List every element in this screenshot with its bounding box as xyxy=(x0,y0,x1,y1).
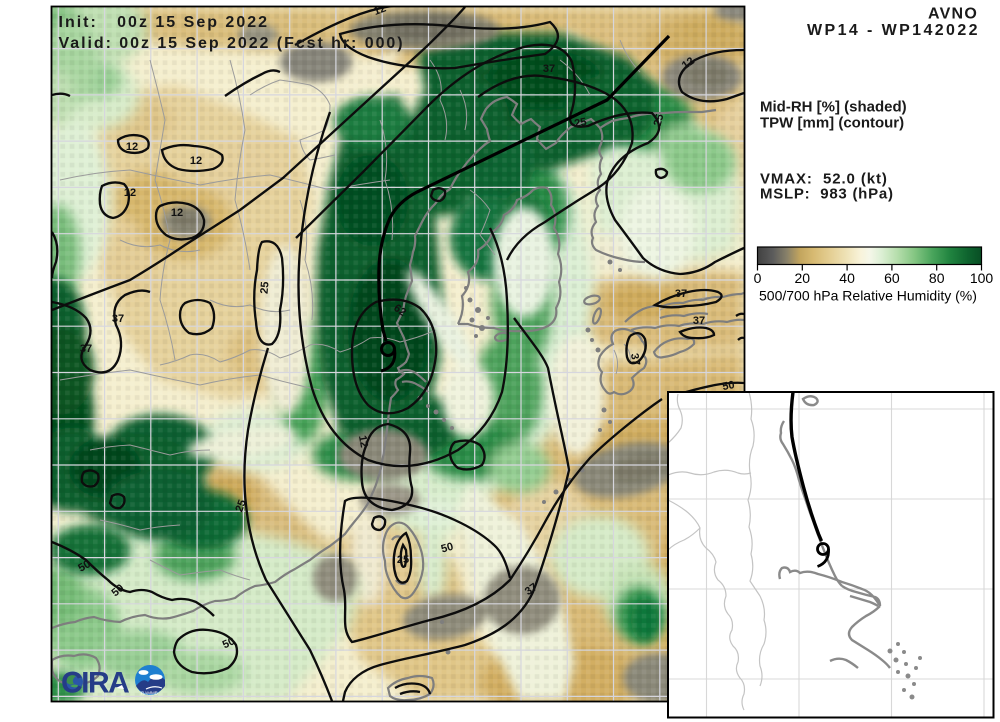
svg-text:WP14 - WP142022: WP14 - WP142022 xyxy=(807,22,980,39)
svg-text:25: 25 xyxy=(397,554,409,566)
svg-text:37: 37 xyxy=(523,581,540,598)
svg-text:50: 50 xyxy=(76,558,93,575)
svg-text:62: 62 xyxy=(391,302,408,319)
svg-text:25: 25 xyxy=(652,113,667,128)
svg-text:TPW [mm] (contour): TPW [mm] (contour) xyxy=(760,115,904,132)
svg-text:37: 37 xyxy=(80,343,92,355)
svg-text:12: 12 xyxy=(680,55,697,72)
svg-text:12: 12 xyxy=(356,434,370,448)
svg-text:50: 50 xyxy=(440,541,455,556)
svg-text:0: 0 xyxy=(754,270,762,286)
svg-text:Valid: 00z 15 Sep 2022 (Fcst h: Valid: 00z 15 Sep 2022 (Fcst hr: 000) xyxy=(59,35,405,52)
svg-text:12: 12 xyxy=(190,155,202,167)
svg-text:CIRA: CIRA xyxy=(61,667,129,700)
svg-text:RAMMB: RAMMB xyxy=(141,691,158,696)
svg-text:VMAX: 52.0 (kt): VMAX: 52.0 (kt) xyxy=(760,171,888,188)
svg-text:80: 80 xyxy=(929,270,945,286)
svg-text:12: 12 xyxy=(124,187,136,199)
svg-text:25: 25 xyxy=(233,498,248,514)
svg-text:37: 37 xyxy=(675,288,687,300)
svg-text:500/700 hPa Relative Humidity: 500/700 hPa Relative Humidity (%) xyxy=(759,288,977,304)
svg-text:37: 37 xyxy=(693,315,705,327)
svg-text:20: 20 xyxy=(795,270,811,286)
svg-text:MSLP: 983 (hPa): MSLP: 983 (hPa) xyxy=(760,186,894,203)
svg-text:12: 12 xyxy=(126,141,138,153)
svg-text:37: 37 xyxy=(543,63,555,75)
svg-text:60: 60 xyxy=(884,270,900,286)
svg-text:100: 100 xyxy=(970,270,994,286)
svg-text:37: 37 xyxy=(628,352,642,366)
svg-text:50: 50 xyxy=(221,635,237,651)
svg-text:Mid-RH [%] (shaded): Mid-RH [%] (shaded) xyxy=(760,99,907,116)
svg-text:Init: 00z 15 Sep 2022: Init: 00z 15 Sep 2022 xyxy=(59,14,270,31)
svg-text:AVNO: AVNO xyxy=(928,6,978,23)
svg-text:12: 12 xyxy=(372,2,388,17)
svg-text:50: 50 xyxy=(721,379,735,393)
svg-text:12: 12 xyxy=(171,207,183,219)
svg-text:40: 40 xyxy=(839,270,855,286)
svg-text:25: 25 xyxy=(573,116,587,130)
svg-text:37: 37 xyxy=(112,313,124,325)
svg-text:25: 25 xyxy=(259,281,272,294)
